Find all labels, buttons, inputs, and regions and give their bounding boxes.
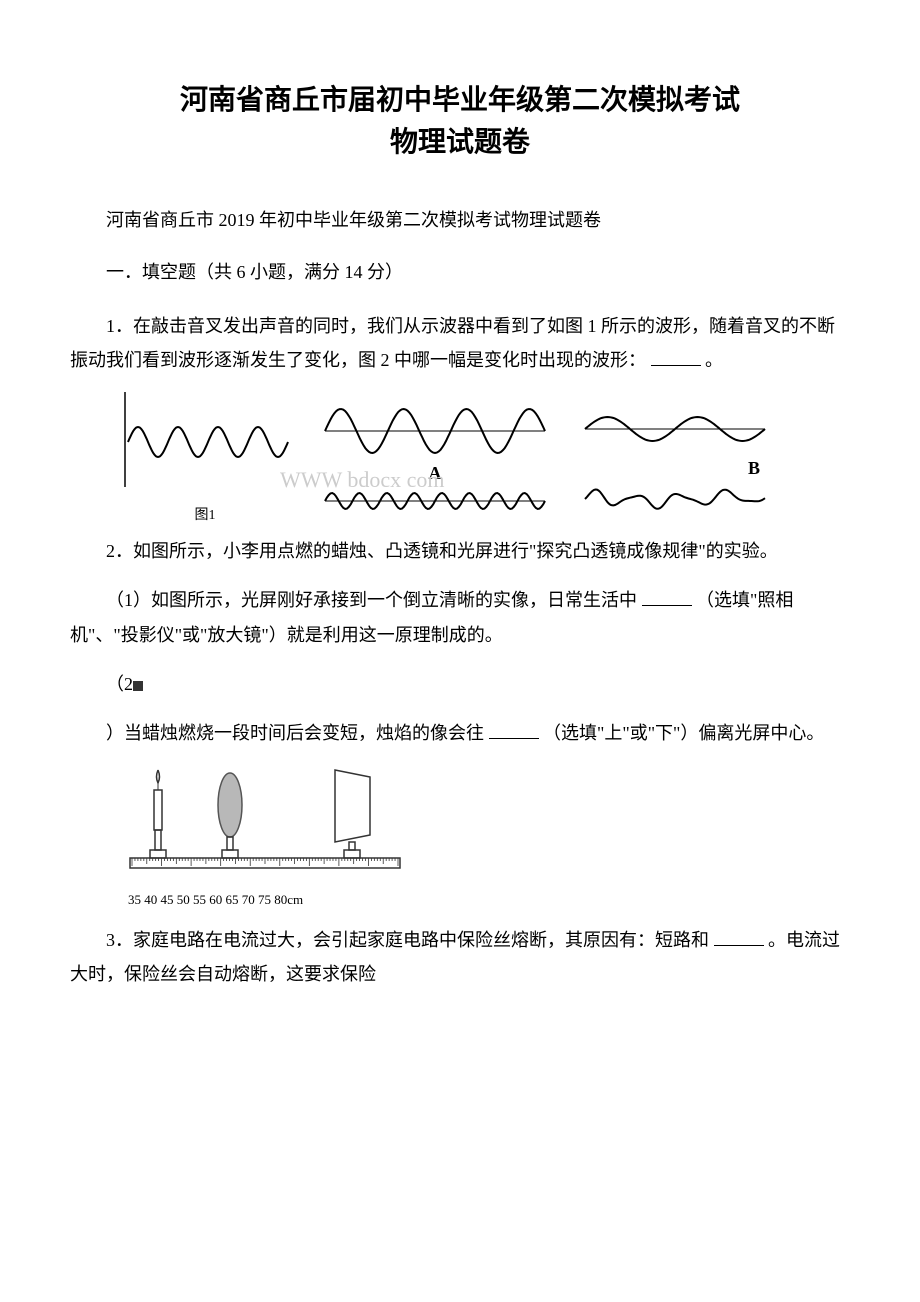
lens-icon (218, 773, 242, 858)
figure-1: 图1 (120, 392, 290, 524)
screen-icon (335, 770, 370, 858)
wave-b-top-svg (580, 401, 770, 456)
figure-optical-bench: 35 40 45 50 55 60 65 70 75 80cm (120, 765, 850, 908)
blank-q2-1 (642, 588, 692, 606)
figure-row-1: 图1 WWW bdocx com A B (120, 392, 850, 524)
ruler-labels: 35 40 45 50 55 60 65 70 75 80cm (128, 892, 850, 908)
question-2-intro: 2．如图所示，小李用点燃的蜡烛、凸透镜和光屏进行"探究凸透镜成像规律"的实验。 (70, 534, 850, 568)
ruler-ticks (132, 858, 398, 866)
title-line-2: 物理试题卷 (390, 127, 530, 158)
wave-b-bottom-svg (580, 481, 770, 516)
subtitle: 河南省商丘市 2019 年初中毕业年级第二次模拟考试物理试题卷 (70, 204, 850, 236)
fig1-label: 图1 (120, 504, 290, 524)
label-a: A (320, 463, 550, 484)
wave-a-top-svg (320, 401, 550, 461)
candle-icon (150, 770, 166, 858)
blank-q1 (651, 348, 701, 366)
optical-bench-svg (120, 765, 420, 885)
label-b: B (580, 458, 760, 479)
question-2-part-2-prefix: （2 (70, 667, 850, 701)
page-title: 河南省商丘市届初中毕业年级第二次模拟考试 物理试题卷 (70, 80, 850, 164)
question-2-part-2: ）当蜡烛燃烧一段时间后会变短，烛焰的像会往 （选填"上"或"下"）偏离光屏中心。 (70, 716, 850, 750)
question-3: 3．家庭电路在电流过大，会引起家庭电路中保险丝熔断，其原因有：短路和 。电流过大… (70, 923, 850, 991)
question-2-part-1: （1）如图所示，光屏刚好承接到一个倒立清晰的实像，日常生活中 （选填"照相机"、… (70, 583, 850, 651)
wave-a-bottom-svg (320, 486, 550, 516)
square-marker-icon (133, 681, 143, 691)
blank-q2-2 (489, 721, 539, 739)
question-1: 1．在敲击音叉发出声音的同时，我们从示波器中看到了如图 1 所示的波形，随着音叉… (70, 309, 850, 377)
title-line-1: 河南省商丘市届初中毕业年级第二次模拟考试 (180, 85, 740, 116)
wave-fig1-svg (120, 392, 290, 502)
figure-2-option-b: B (580, 401, 770, 516)
blank-q3 (714, 928, 764, 946)
section-1-heading: 一．填空题（共 6 小题，满分 14 分） (70, 256, 850, 288)
figure-2-option-a: A (320, 401, 550, 516)
